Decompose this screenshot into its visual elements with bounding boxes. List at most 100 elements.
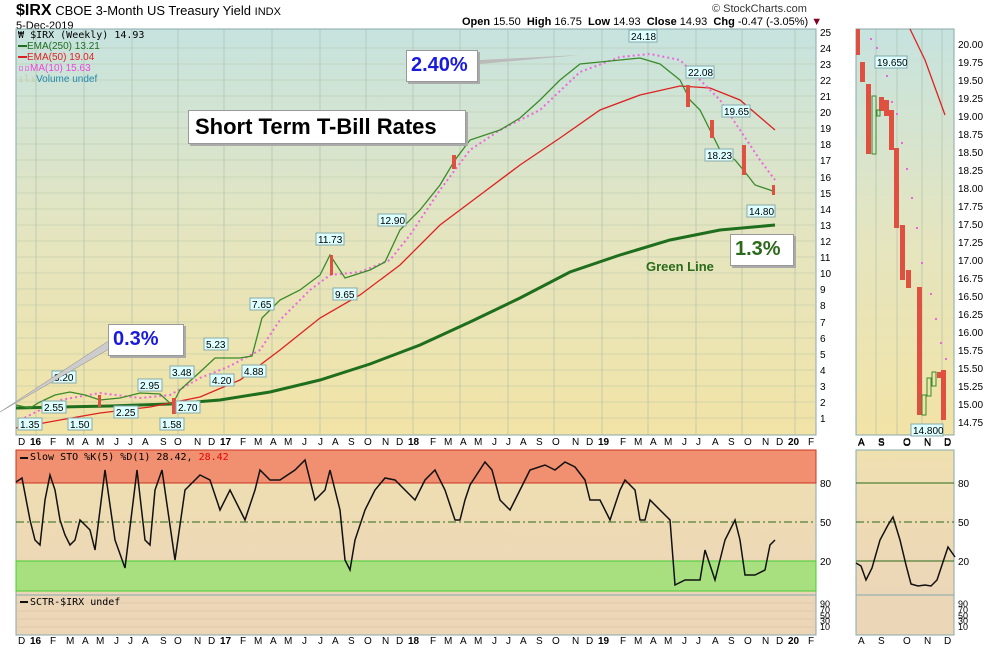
svg-text:J: J [506,636,511,647]
svg-text:50: 50 [820,611,830,621]
svg-text:A: A [332,437,339,448]
svg-text:19: 19 [598,636,610,647]
svg-text:18.75: 18.75 [958,130,983,141]
svg-text:S: S [878,437,885,448]
title-annotation: Short Term T-Bill Rates [188,110,466,144]
svg-text:2.70: 2.70 [178,403,198,414]
svg-text:O: O [174,437,182,448]
svg-text:22: 22 [820,76,832,87]
svg-text:J: J [682,437,687,448]
svg-text:M: M [474,636,482,647]
svg-text:M: M [664,636,672,647]
svg-text:A: A [270,437,277,448]
svg-text:O: O [744,636,752,647]
svg-text:J: J [114,636,119,647]
svg-text:15.75: 15.75 [958,346,983,357]
svg-text:1.50: 1.50 [70,420,90,431]
svg-text:J: J [696,636,701,647]
main-price-panel: 1.35 2.55 3.20 1.50 2.25 2.95 1.58 2.70 … [15,28,832,436]
svg-text:90: 90 [958,599,968,609]
svg-text:D: D [944,636,951,647]
svg-text:M: M [474,437,482,448]
svg-text:N: N [762,636,769,647]
svg-text:16.50: 16.50 [958,292,983,303]
svg-text:9: 9 [820,285,826,296]
svg-text:3: 3 [820,382,826,393]
sctr-label: SCTR-$IRX undef [30,597,121,608]
svg-text:4.88: 4.88 [244,367,264,378]
svg-text:O: O [552,437,560,448]
peak-callout-pointer [480,55,580,64]
svg-text:D: D [586,437,593,448]
svg-text:A: A [650,636,657,647]
svg-text:23: 23 [820,60,832,71]
svg-text:S: S [728,437,735,448]
svg-text:S: S [348,636,355,647]
svg-text:20: 20 [820,108,832,119]
svg-text:O: O [174,636,182,647]
svg-text:A: A [520,437,527,448]
svg-text:M: M [444,636,452,647]
svg-text:D: D [586,636,593,647]
svg-text:15: 15 [820,189,832,200]
svg-text:M: M [66,636,74,647]
svg-text:A: A [712,636,719,647]
legend-ema250: EMA(250) 13.21 [18,41,144,52]
svg-text:13: 13 [820,221,832,232]
svg-text:J: J [696,437,701,448]
svg-text:7.65: 7.65 [252,300,272,311]
svg-text:19.65: 19.65 [724,107,749,118]
svg-text:A: A [82,636,89,647]
svg-text:50: 50 [958,518,970,529]
stoch-legend [20,457,28,459]
inset-label-low: 14.800 [913,426,944,437]
svg-text:1.35: 1.35 [20,420,40,431]
svg-text:21: 21 [820,92,832,103]
svg-text:17.50: 17.50 [958,220,983,231]
legend: ₩ $IRX (Weekly) 14.93 EMA(250) 13.21 EMA… [18,30,144,85]
svg-text:N: N [194,437,201,448]
svg-text:O: O [903,437,911,448]
svg-text:16: 16 [30,437,42,448]
svg-text:22.08: 22.08 [688,68,713,79]
svg-text:F: F [240,636,246,647]
svg-text:D: D [396,636,403,647]
svg-text:4.20: 4.20 [212,376,232,387]
svg-text:F: F [430,636,436,647]
svg-text:F: F [808,437,814,448]
svg-text:24: 24 [820,44,832,55]
svg-text:2.25: 2.25 [116,408,136,419]
svg-text:F: F [620,437,626,448]
svg-text:25: 25 [820,28,832,39]
svg-text:16.00: 16.00 [958,328,983,339]
svg-text:A: A [858,636,865,647]
svg-text:9.65: 9.65 [335,290,355,301]
svg-text:N: N [382,636,389,647]
svg-text:17.00: 17.00 [958,256,983,267]
svg-text:M: M [254,636,262,647]
svg-text:D: D [944,437,951,448]
svg-text:F: F [620,636,626,647]
svg-text:O: O [744,437,752,448]
svg-text:S: S [536,437,543,448]
svg-text:19.50: 19.50 [958,76,983,87]
svg-text:J: J [506,437,511,448]
svg-text:O: O [364,636,372,647]
svg-text:F: F [808,636,814,647]
svg-text:M: M [284,636,292,647]
svg-text:16: 16 [820,173,832,184]
svg-text:16: 16 [30,636,42,647]
svg-text:J: J [318,437,323,448]
svg-text:D: D [396,437,403,448]
svg-text:A: A [460,636,467,647]
legend-volume: ılıVolume undef [18,74,98,85]
ohlc-summary: Open 15.50 High 16.75 Low 14.93 Close 14… [462,16,823,28]
svg-text:N: N [924,438,931,449]
svg-text:F: F [240,437,246,448]
svg-text:20: 20 [958,557,970,568]
